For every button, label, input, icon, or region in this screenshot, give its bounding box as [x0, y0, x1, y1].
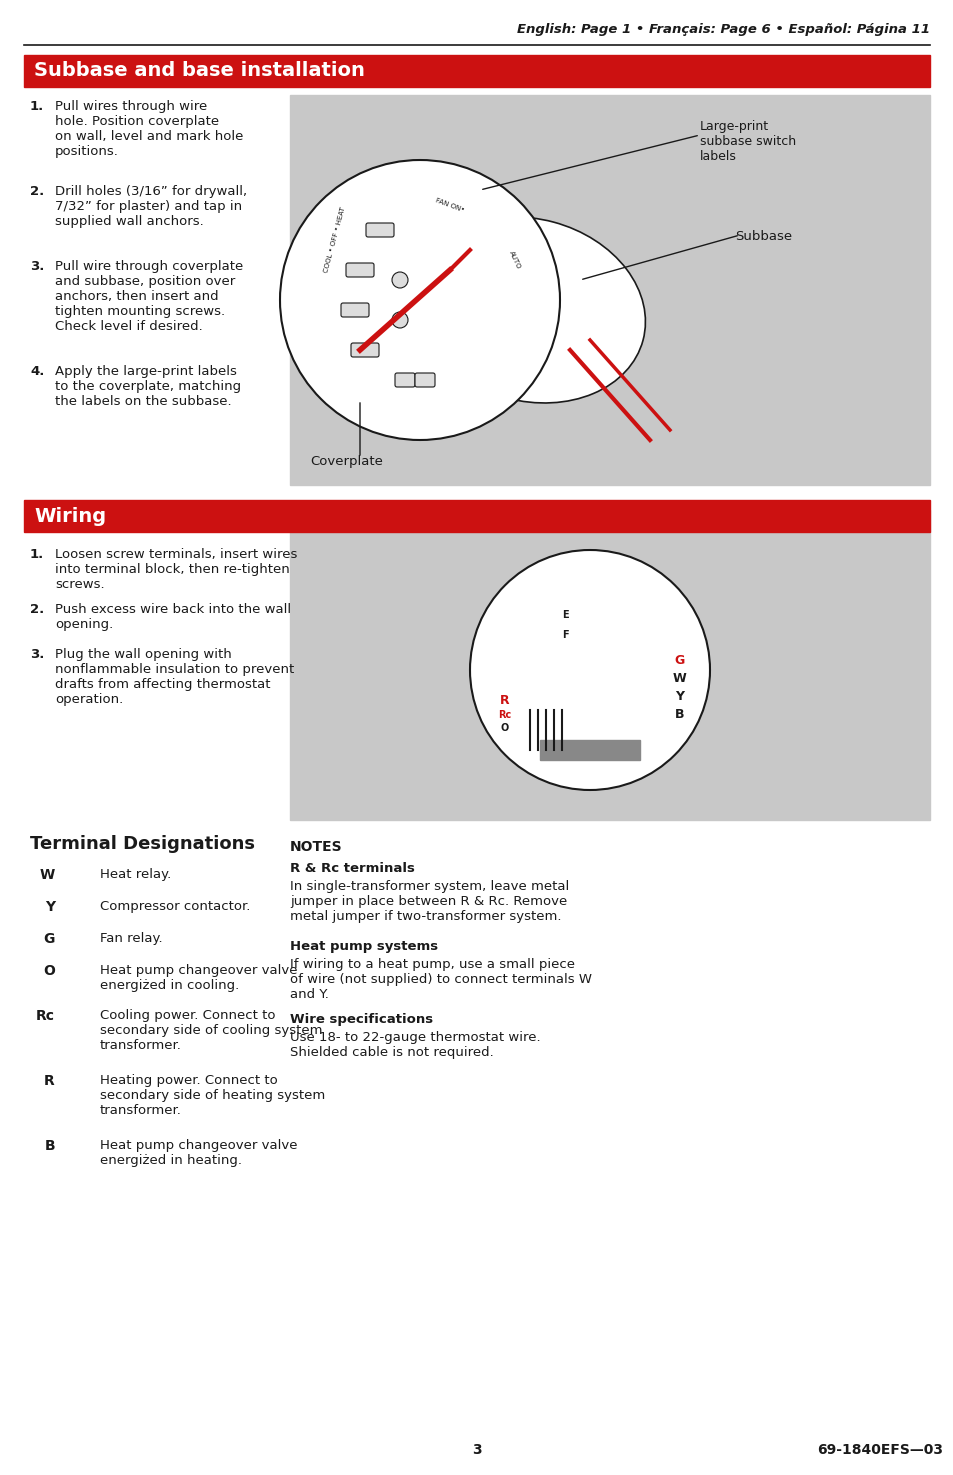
Circle shape [392, 271, 408, 288]
Text: Drill holes (3/16” for drywall,
7/32” for plaster) and tap in
supplied wall anch: Drill holes (3/16” for drywall, 7/32” fo… [55, 184, 247, 229]
Text: Wiring: Wiring [34, 506, 106, 525]
Text: W: W [40, 867, 55, 882]
Text: Compressor contactor.: Compressor contactor. [100, 900, 250, 913]
Circle shape [392, 313, 408, 327]
Text: Fan relay.: Fan relay. [100, 932, 162, 945]
Bar [290, 510, 929, 820]
Text: Y: Y [45, 900, 55, 914]
Text: 3: 3 [472, 1443, 481, 1457]
Text: 69-1840EFS—03: 69-1840EFS—03 [816, 1443, 942, 1457]
Circle shape [470, 550, 709, 791]
Text: Push excess wire back into the wall
opening.: Push excess wire back into the wall open… [55, 603, 291, 631]
Text: Terminal Designations: Terminal Designations [30, 835, 254, 853]
Text: 2.: 2. [30, 603, 44, 617]
Text: Loosen screw terminals, insert wires
into terminal block, then re-tighten
screws: Loosen screw terminals, insert wires int… [55, 549, 297, 591]
Text: Heating power. Connect to
secondary side of heating system
transformer.: Heating power. Connect to secondary side… [100, 1074, 325, 1117]
Text: Heat pump systems: Heat pump systems [290, 940, 437, 953]
FancyBboxPatch shape [351, 344, 378, 357]
Text: G: G [44, 932, 55, 945]
Text: Coverplate: Coverplate [310, 454, 382, 468]
Text: Heat relay.: Heat relay. [100, 867, 172, 881]
Text: O: O [500, 723, 509, 733]
Text: 3.: 3. [30, 648, 45, 661]
Bar [290, 94, 929, 485]
Text: Rc: Rc [36, 1009, 55, 1024]
Text: Apply the large-print labels
to the coverplate, matching
the labels on the subba: Apply the large-print labels to the cove… [55, 364, 241, 409]
Text: Pull wires through wire
hole. Position coverplate
on wall, level and mark hole
p: Pull wires through wire hole. Position c… [55, 100, 243, 158]
FancyBboxPatch shape [340, 302, 369, 317]
Bar [24, 500, 929, 532]
Circle shape [280, 159, 559, 440]
Text: Wire specifications: Wire specifications [290, 1013, 433, 1027]
Bar [539, 740, 639, 760]
Text: E: E [561, 611, 568, 620]
Text: Pull wire through coverplate
and subbase, position over
anchors, then insert and: Pull wire through coverplate and subbase… [55, 260, 243, 333]
Text: 2.: 2. [30, 184, 44, 198]
Text: G: G [674, 653, 684, 667]
Text: 1.: 1. [30, 100, 44, 114]
Text: R: R [44, 1074, 55, 1089]
Text: AUTO: AUTO [508, 249, 521, 270]
Text: 1.: 1. [30, 549, 44, 560]
Text: Rc: Rc [497, 709, 511, 720]
Bar [24, 55, 929, 87]
Text: Subbase and base installation: Subbase and base installation [34, 62, 364, 81]
Text: R: R [499, 693, 509, 707]
Text: Subbase: Subbase [734, 230, 791, 243]
FancyBboxPatch shape [346, 263, 374, 277]
FancyBboxPatch shape [395, 373, 415, 386]
Text: Large-print
subbase switch
labels: Large-print subbase switch labels [700, 119, 796, 164]
Text: B: B [675, 708, 684, 720]
Text: O: O [43, 965, 55, 978]
FancyBboxPatch shape [366, 223, 394, 237]
Text: COOL • OFF • HEAT: COOL • OFF • HEAT [323, 207, 346, 273]
Text: English: Page 1 • Français: Page 6 • Español: Página 11: English: Page 1 • Français: Page 6 • Esp… [517, 24, 929, 37]
Text: Cooling power. Connect to
secondary side of cooling system
transformer.: Cooling power. Connect to secondary side… [100, 1009, 322, 1052]
Ellipse shape [415, 217, 645, 403]
Text: NOTES: NOTES [290, 839, 342, 854]
Text: Y: Y [675, 689, 684, 702]
Text: Plug the wall opening with
nonflammable insulation to prevent
drafts from affect: Plug the wall opening with nonflammable … [55, 648, 294, 707]
Text: In single-transformer system, leave metal
jumper in place between R & Rc. Remove: In single-transformer system, leave meta… [290, 881, 569, 923]
Text: Heat pump changeover valve
energiżed in heating.: Heat pump changeover valve energiżed in … [100, 1139, 297, 1167]
Text: 4.: 4. [30, 364, 45, 378]
Text: R & Rc terminals: R & Rc terminals [290, 861, 415, 875]
Text: W: W [673, 671, 686, 684]
Text: FAN ON•: FAN ON• [435, 198, 465, 212]
Text: F: F [561, 630, 568, 640]
Text: Heat pump changeover valve
energiżed in cooling.: Heat pump changeover valve energiżed in … [100, 965, 297, 993]
Text: 3.: 3. [30, 260, 45, 273]
Text: If wiring to a heat pump, use a small piece
of wire (not supplied) to connect te: If wiring to a heat pump, use a small pi… [290, 957, 592, 1002]
FancyBboxPatch shape [415, 373, 435, 386]
Text: B: B [45, 1139, 55, 1153]
Text: Use 18- to 22-gauge thermostat wire.
Shielded cable is not required.: Use 18- to 22-gauge thermostat wire. Shi… [290, 1031, 540, 1059]
